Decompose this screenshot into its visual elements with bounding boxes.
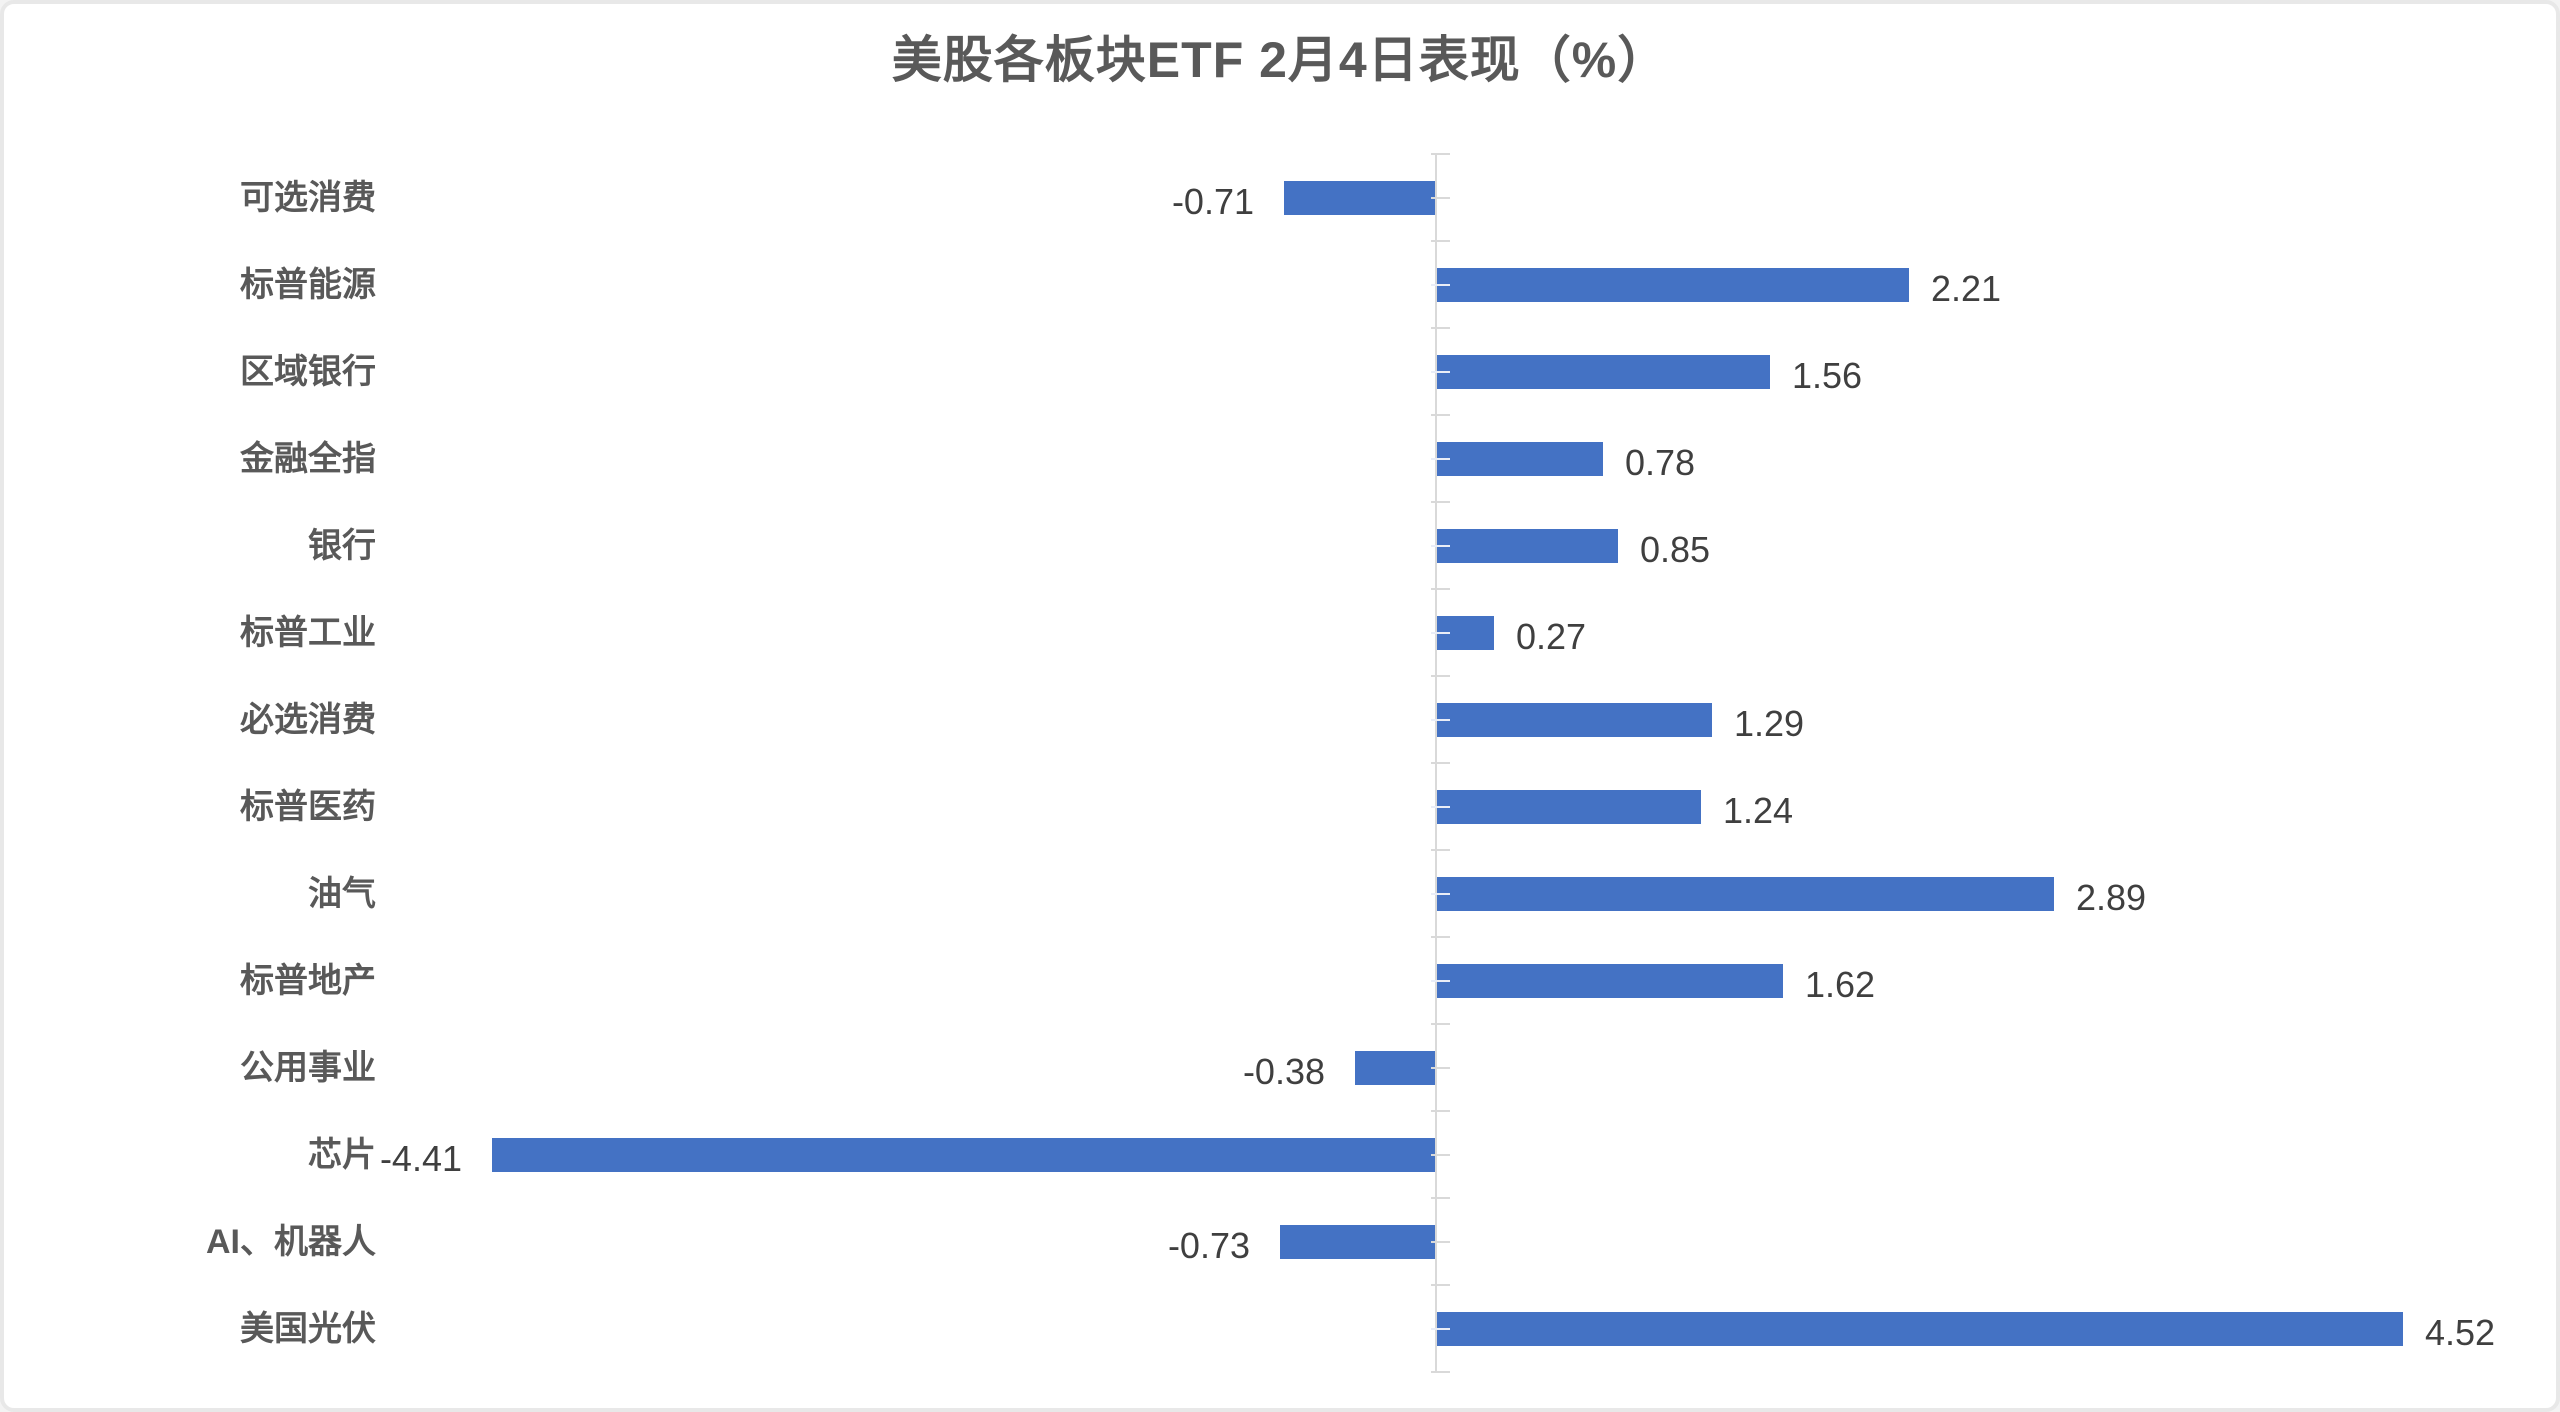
bar-row: 银行 0.85 bbox=[4, 502, 2556, 589]
bar-row: 标普地产 1.62 bbox=[4, 937, 2556, 1024]
axis-tick-mark bbox=[1431, 240, 1450, 242]
bar bbox=[1436, 267, 1909, 302]
bar bbox=[1436, 702, 1712, 737]
category-label: 标普地产 bbox=[240, 961, 376, 1000]
axis-tick-mark bbox=[1431, 327, 1450, 329]
bar bbox=[1436, 789, 1701, 824]
value-label: 1.29 bbox=[1734, 702, 1805, 744]
value-label: -0.71 bbox=[1171, 180, 1254, 222]
axis-tick-mark bbox=[1431, 1240, 1450, 1243]
bar-row: 芯片 -4.41 bbox=[4, 1111, 2556, 1198]
axis-tick-mark bbox=[1431, 979, 1450, 982]
value-label: 0.27 bbox=[1516, 615, 1587, 657]
value-label: 4.52 bbox=[2425, 1311, 2496, 1353]
category-label: 可选消费 bbox=[240, 178, 376, 217]
axis-tick-mark bbox=[1431, 588, 1450, 590]
axis-tick-mark bbox=[1431, 1371, 1450, 1373]
value-label: 2.89 bbox=[2076, 876, 2147, 918]
category-label: 金融全指 bbox=[240, 439, 376, 478]
category-label: 公用事业 bbox=[240, 1048, 376, 1087]
bar bbox=[1436, 354, 1770, 389]
value-label: 1.24 bbox=[1723, 789, 1794, 831]
axis-tick-mark bbox=[1431, 631, 1450, 634]
bar bbox=[1280, 1224, 1436, 1259]
axis-tick-mark bbox=[1431, 892, 1450, 895]
axis-tick-mark bbox=[1431, 1023, 1450, 1025]
category-label: 必选消费 bbox=[240, 700, 376, 739]
axis-tick-mark bbox=[1431, 1110, 1450, 1112]
category-label: 油气 bbox=[308, 874, 376, 913]
bar bbox=[1355, 1050, 1436, 1085]
bar-row: 金融全指 0.78 bbox=[4, 415, 2556, 502]
bar-row: 标普工业 0.27 bbox=[4, 589, 2556, 676]
axis-tick-mark bbox=[1431, 1066, 1450, 1069]
axis-tick-mark bbox=[1431, 153, 1450, 155]
category-label: 区域银行 bbox=[240, 352, 376, 391]
axis-tick-mark bbox=[1431, 1284, 1450, 1286]
axis-tick-mark bbox=[1431, 805, 1450, 808]
bar-row: 可选消费 -0.71 bbox=[4, 154, 2556, 241]
value-label: 0.85 bbox=[1640, 528, 1711, 570]
value-label: 0.78 bbox=[1625, 441, 1696, 483]
axis-tick-mark bbox=[1431, 936, 1450, 938]
chart-title: 美股各板块ETF 2月4日表现（%） bbox=[891, 32, 1669, 88]
axis-tick-mark bbox=[1431, 762, 1450, 764]
axis-tick-mark bbox=[1431, 1327, 1450, 1330]
category-label: 标普能源 bbox=[240, 265, 376, 304]
bar-row: 标普能源 2.21 bbox=[4, 241, 2556, 328]
bar bbox=[1436, 1311, 2403, 1346]
value-label: 1.62 bbox=[1805, 963, 1876, 1005]
bar bbox=[1436, 528, 1618, 563]
category-label: 标普工业 bbox=[240, 613, 376, 652]
axis-tick-mark bbox=[1431, 414, 1450, 416]
bar-row: 公用事业 -0.38 bbox=[4, 1024, 2556, 1111]
axis-tick-mark bbox=[1431, 457, 1450, 460]
category-label: AI、机器人 bbox=[206, 1222, 376, 1261]
bar-row: 油气 2.89 bbox=[4, 850, 2556, 937]
value-label: -4.41 bbox=[379, 1137, 462, 1179]
bar bbox=[1436, 963, 1783, 998]
axis-tick-mark bbox=[1431, 675, 1450, 677]
value-label: -0.38 bbox=[1242, 1050, 1325, 1092]
category-label: 银行 bbox=[308, 526, 376, 565]
axis-tick-mark bbox=[1431, 196, 1450, 199]
axis-tick-mark bbox=[1431, 370, 1450, 373]
bar bbox=[492, 1137, 1436, 1172]
category-label: 芯片 bbox=[308, 1135, 376, 1174]
axis-tick-mark bbox=[1431, 501, 1450, 503]
bar bbox=[1284, 180, 1436, 215]
axis-tick-mark bbox=[1431, 718, 1450, 721]
axis-tick-mark bbox=[1431, 544, 1450, 547]
value-label: 1.56 bbox=[1792, 354, 1863, 396]
axis-tick-mark bbox=[1431, 1153, 1450, 1156]
value-label: -0.73 bbox=[1167, 1224, 1250, 1266]
axis-tick-mark bbox=[1431, 283, 1450, 286]
bar-row: AI、机器人 -0.73 bbox=[4, 1198, 2556, 1285]
axis-tick-mark bbox=[1431, 849, 1450, 851]
bar bbox=[1436, 441, 1603, 476]
bar-row: 标普医药 1.24 bbox=[4, 763, 2556, 850]
value-label: 2.21 bbox=[1931, 267, 2002, 309]
bar-row: 必选消费 1.29 bbox=[4, 676, 2556, 763]
plot-area: 可选消费 -0.71 标普能源 2.21 区域银行 1.56 金融全指 0.78 银行 0.85 标… bbox=[4, 4, 2556, 1408]
category-label: 美国光伏 bbox=[240, 1309, 376, 1348]
bar-row: 区域银行 1.56 bbox=[4, 328, 2556, 415]
axis-tick-mark bbox=[1431, 1197, 1450, 1199]
bar bbox=[1436, 876, 2054, 911]
category-label: 标普医药 bbox=[240, 787, 376, 826]
bar-row: 美国光伏 4.52 bbox=[4, 1285, 2556, 1372]
